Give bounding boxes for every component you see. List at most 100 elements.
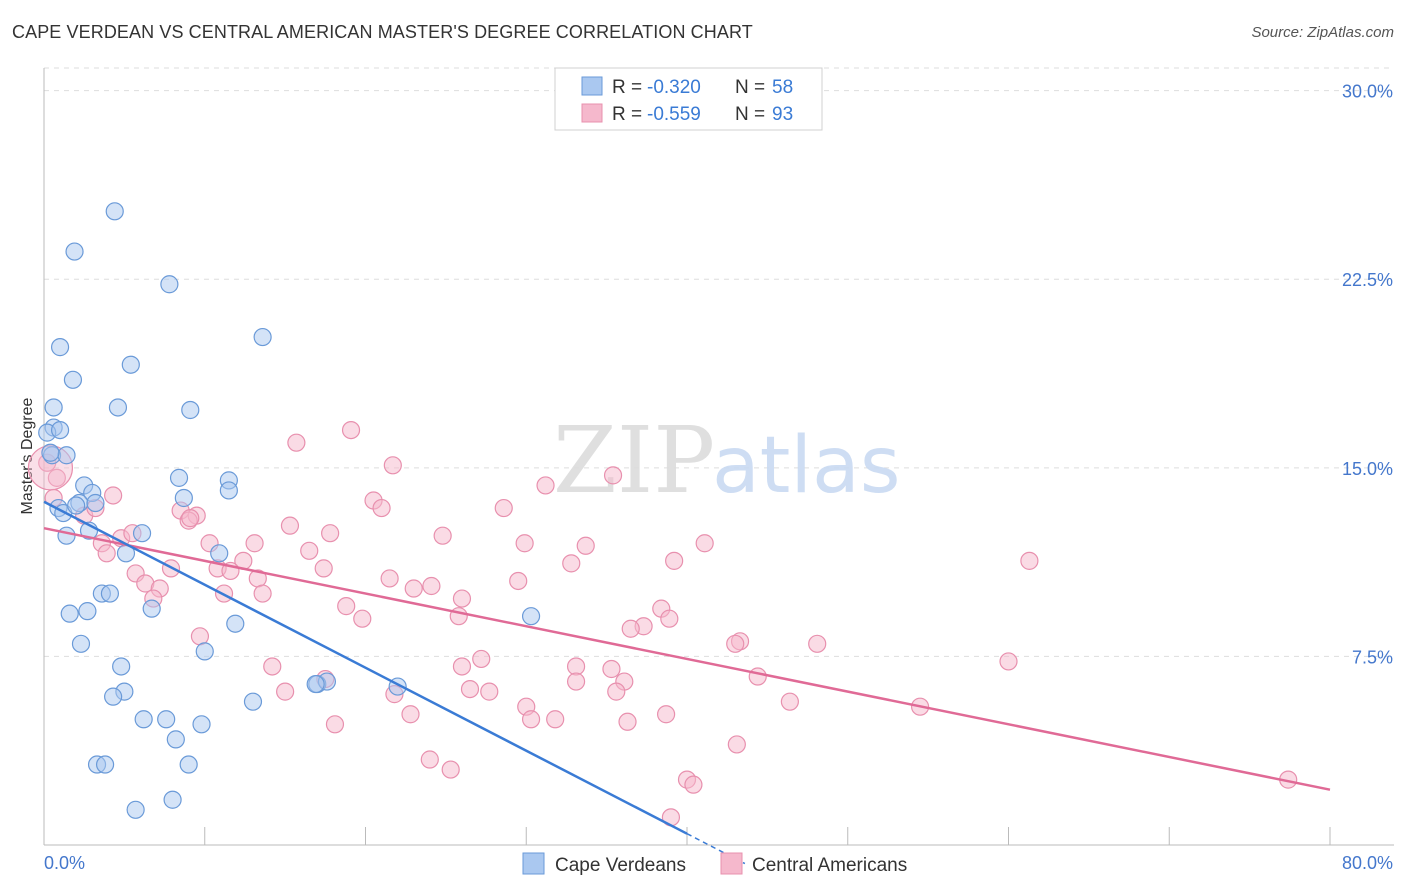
data-point-central-american <box>325 715 345 734</box>
data-point-central-american <box>726 634 745 653</box>
data-point-cape-verdean <box>100 584 120 603</box>
data-point-central-american <box>603 466 623 485</box>
data-point-cape-verdean <box>57 446 76 465</box>
data-point-central-american <box>665 551 684 570</box>
data-point-central-american <box>401 705 420 724</box>
y-tick-label: 15.0% <box>1342 459 1393 479</box>
data-point-cape-verdean <box>95 755 115 774</box>
watermark-atlas: atlas <box>712 421 901 511</box>
data-point-central-american <box>562 554 581 573</box>
data-point-central-american <box>97 544 116 563</box>
source-label: Source: ZipAtlas.com <box>1251 24 1394 41</box>
watermark: ZIP atlas <box>553 407 901 514</box>
data-point-central-american <box>380 569 399 588</box>
data-point-central-american <box>452 657 472 676</box>
data-point-central-american <box>420 750 439 769</box>
y-tick-label: 22.5% <box>1342 270 1393 290</box>
data-point-central-american <box>47 468 66 487</box>
y-tick-label: 30.0% <box>1342 82 1393 102</box>
data-point-cape-verdean <box>195 642 214 661</box>
data-point-cape-verdean <box>157 710 176 729</box>
data-point-central-american <box>607 682 626 701</box>
data-point-central-american <box>660 609 679 628</box>
legend-r-label-2: R = <box>612 104 642 125</box>
data-point-central-american <box>1020 551 1039 570</box>
bottom-legend-cape-verdeans: Cape Verdeans <box>555 855 686 876</box>
series-cape-verdeans <box>38 202 541 819</box>
legend-r-value-2: -0.559 <box>647 104 701 125</box>
data-point-cape-verdean <box>169 468 189 487</box>
trend-line-cape-verdeans <box>43 500 688 835</box>
data-point-central-american <box>521 710 541 729</box>
data-point-cape-verdean <box>166 730 185 749</box>
y-tick-label: 7.5% <box>1352 647 1393 667</box>
data-point-central-american <box>287 433 306 452</box>
data-point-central-american <box>276 682 295 701</box>
watermark-zip: ZIP <box>553 407 715 514</box>
data-point-cape-verdean <box>134 710 153 729</box>
data-point-central-american <box>321 524 340 543</box>
series-central-americans <box>27 420 1298 827</box>
data-point-central-american <box>727 735 746 754</box>
data-point-central-american <box>314 559 333 578</box>
legend-n-label-1: N = <box>735 77 765 98</box>
data-point-central-american <box>452 589 472 608</box>
data-point-central-american <box>748 667 767 686</box>
legend-swatch-pink <box>581 103 603 123</box>
data-point-central-american <box>494 498 513 518</box>
data-point-cape-verdean <box>104 687 123 706</box>
data-point-cape-verdean <box>108 398 128 417</box>
data-point-central-american <box>300 541 319 560</box>
data-point-central-american <box>566 672 586 691</box>
data-point-cape-verdean <box>50 420 70 440</box>
data-point-cape-verdean <box>306 674 325 694</box>
data-point-cape-verdean <box>112 657 131 676</box>
data-point-central-american <box>104 486 123 505</box>
data-point-central-american <box>433 526 452 545</box>
chart-title: CAPE VERDEAN VS CENTRAL AMERICAN MASTER'… <box>12 22 753 42</box>
data-point-cape-verdean <box>126 800 145 819</box>
data-point-cape-verdean <box>210 544 229 563</box>
bottom-legend-swatch-pink <box>720 852 743 875</box>
data-point-cape-verdean <box>219 481 238 500</box>
x-tick-label-min: 0.0% <box>44 853 85 873</box>
data-point-cape-verdean <box>86 493 105 513</box>
data-point-central-american <box>509 571 528 591</box>
data-point-cape-verdean <box>521 607 541 626</box>
data-point-cape-verdean <box>192 715 211 734</box>
data-point-central-american <box>353 609 372 628</box>
data-point-cape-verdean <box>132 524 152 543</box>
data-point-cape-verdean <box>63 370 83 389</box>
data-point-cape-verdean <box>71 634 91 653</box>
data-point-cape-verdean <box>105 202 124 221</box>
data-point-cape-verdean <box>67 496 86 515</box>
data-point-central-american <box>480 682 499 701</box>
data-point-central-american <box>263 657 282 676</box>
data-point-central-american <box>245 534 264 553</box>
data-point-central-american <box>190 627 210 646</box>
y-axis-label: Master's Degree <box>19 397 36 514</box>
data-point-central-american <box>602 659 621 679</box>
data-point-cape-verdean <box>60 604 79 623</box>
data-point-cape-verdean <box>226 614 245 633</box>
legend-r-value-1: -0.320 <box>647 77 701 98</box>
data-point-cape-verdean <box>160 275 179 294</box>
legend-swatch-blue <box>581 76 603 96</box>
data-point-cape-verdean <box>57 526 76 545</box>
legend-n-value-2: 93 <box>772 104 793 125</box>
data-point-cape-verdean <box>179 755 198 774</box>
data-point-central-american <box>441 760 460 779</box>
data-point-cape-verdean <box>65 242 84 261</box>
data-point-cape-verdean <box>163 790 182 809</box>
data-point-central-american <box>280 516 300 535</box>
x-tick-label-max: 80.0% <box>1342 853 1393 873</box>
data-point-cape-verdean <box>174 488 193 508</box>
bottom-legend-central-americans: Central Americans <box>752 855 907 876</box>
data-point-central-american <box>181 509 200 528</box>
data-point-central-american <box>341 420 361 440</box>
data-point-central-american <box>253 584 272 603</box>
data-point-cape-verdean <box>243 692 263 711</box>
data-point-central-american <box>422 576 441 596</box>
data-point-cape-verdean <box>50 338 70 357</box>
